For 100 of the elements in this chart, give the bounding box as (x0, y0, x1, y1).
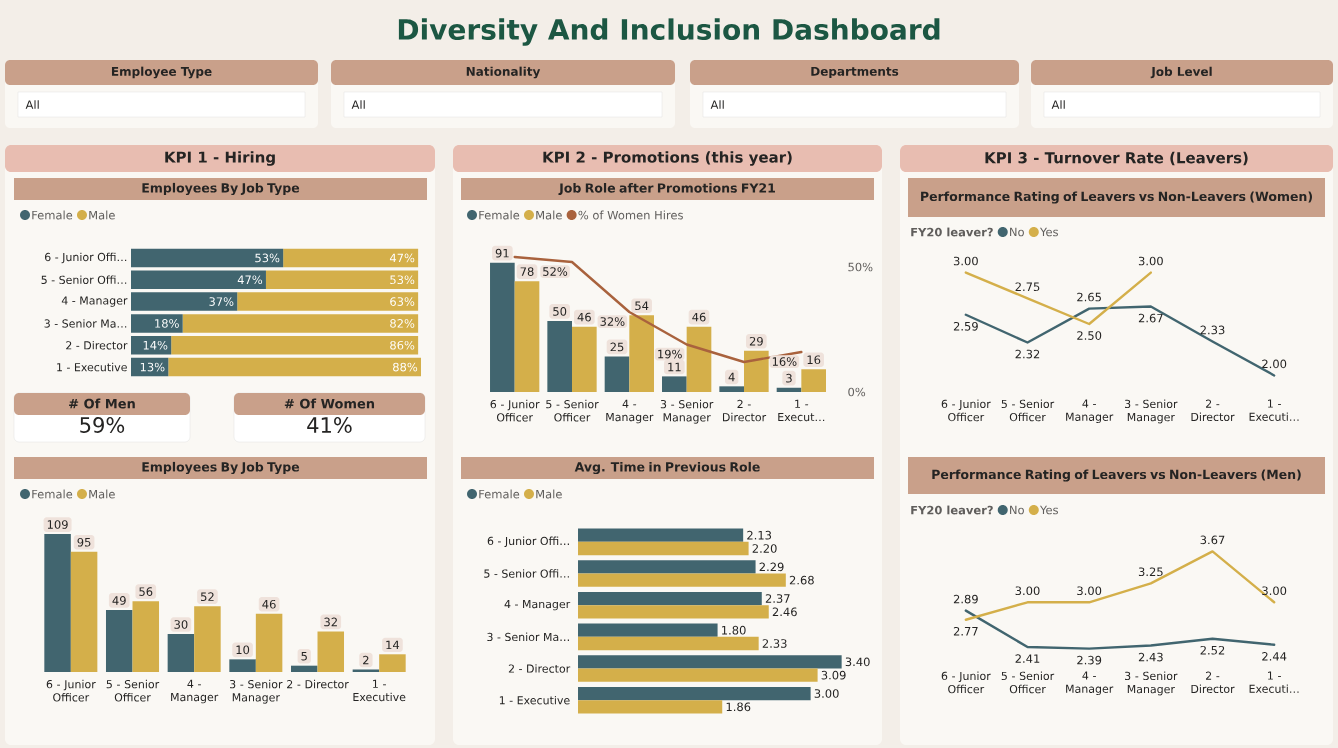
bar (578, 700, 723, 714)
data-label: 2.75 (1015, 282, 1040, 292)
data-label: 63% (390, 297, 415, 306)
text: All (1051, 100, 1065, 109)
text: KPI 3 - Turnover Rate (Leavers) (985, 151, 1248, 166)
legend-label: Male (536, 489, 562, 499)
data-label: 2.50 (1077, 331, 1102, 340)
bar (578, 560, 756, 574)
data-label: 3.00 (1138, 256, 1163, 266)
x-tick-label: 1 - Executive (353, 679, 406, 702)
data-label: 2.33 (762, 639, 787, 648)
legend-label: No (1010, 227, 1024, 237)
y-tick-label: 6 - Junior Offi… (487, 536, 569, 548)
data-label: 30 (174, 620, 188, 629)
data-label: 3.40 (845, 657, 870, 667)
text: Nationality (466, 66, 541, 79)
data-label: 29 (749, 336, 763, 346)
data-label: 50 (553, 307, 567, 316)
data-label: 2.00 (1262, 359, 1287, 369)
text: Employee Type (111, 66, 212, 79)
data-label: 53% (390, 275, 415, 285)
legend-label: Female (479, 210, 520, 220)
legend-title: FY20 leaver? (911, 505, 993, 515)
legend-label: Male (536, 210, 562, 220)
data-label: 2.44 (1262, 651, 1287, 661)
data-label: 3.00 (1077, 586, 1102, 596)
data-label: 2.20 (752, 544, 777, 553)
data-label: 95 (77, 537, 91, 547)
x-tick-label: 3 - Senior Manager (660, 399, 714, 424)
x-tick-label: 5 - Senior Officer (546, 399, 599, 422)
data-label: 32 (324, 617, 337, 627)
data-label: 2.59 (953, 321, 978, 331)
data-label: 2.46 (772, 607, 797, 617)
legend-label: % of Women Hires (578, 210, 683, 220)
data-label: 3.00 (1262, 586, 1287, 596)
data-label: 2.37 (765, 594, 790, 603)
data-label: 2.43 (1138, 652, 1163, 662)
x-tick-label: 2 - Director (722, 399, 767, 422)
data-label: 2 (363, 655, 369, 665)
text: # Of Men (69, 398, 135, 409)
x-tick-label: 1 - Executi… (1249, 671, 1299, 693)
data-label: 52 (201, 592, 214, 601)
bar (578, 605, 769, 619)
bar (131, 248, 284, 268)
data-label: 3 (786, 373, 792, 383)
bar (578, 655, 842, 669)
data-label: 86% (390, 340, 415, 350)
data-label: 78 (520, 267, 534, 276)
text: KPI 1 - Hiring (165, 151, 275, 166)
y-tick-label: 2 - Director (66, 341, 128, 350)
legend-title: FY20 leaver? (911, 227, 993, 237)
legend-label: Female (32, 489, 73, 499)
data-label: 2.33 (1200, 325, 1225, 335)
bar (578, 668, 818, 682)
x-tick-label: 6 - Junior Officer (490, 399, 540, 422)
x-tick-label: 5 - Senior Officer (1001, 399, 1055, 422)
x-tick-label: 4 - Manager (171, 679, 219, 704)
bar (578, 573, 786, 587)
chart-title: Employees By Job Type (142, 182, 300, 196)
text: KPI 2 - Promotions (this year) (543, 151, 792, 166)
data-label: 32% (600, 317, 625, 326)
data-label: 82% (390, 319, 415, 328)
x-tick-label: 6 - Junior Officer (46, 679, 96, 702)
y-tick-label: 2 - Director (508, 664, 571, 673)
bar (131, 314, 183, 333)
bar (168, 357, 421, 377)
data-label: 3.25 (1138, 567, 1163, 577)
data-label: 4 (728, 372, 735, 382)
data-label: 46 (577, 312, 591, 322)
x-tick-label: 3 - Senior Manager (1125, 399, 1178, 424)
text: Diversity And Inclusion Dashboard (398, 18, 940, 46)
legend-label: Yes (1039, 227, 1058, 237)
data-label: 109 (47, 520, 68, 529)
x-tick-label: 2 - Director (1191, 399, 1235, 422)
data-label: 16 (807, 355, 821, 365)
x-tick-label: 6 - Junior Officer (941, 671, 991, 694)
x-tick-label: 2 - Director (287, 679, 349, 689)
data-label: 2.68 (789, 575, 814, 585)
data-label: 2.39 (1077, 655, 1102, 665)
data-label: 1.80 (722, 625, 746, 635)
legend-label: No (1010, 505, 1024, 515)
data-label: 3.09 (821, 670, 846, 680)
bar (578, 541, 749, 556)
text: # Of Women (284, 398, 375, 409)
data-label: 56 (139, 587, 153, 596)
x-tick-label: 1 - Execut… (778, 399, 825, 422)
x-tick-label: 5 - Senior Officer (106, 679, 160, 702)
y2-tick-label: 0% (848, 387, 866, 397)
chart-title: Performance Rating of Leavers vs Non-Leavers (Women) (921, 191, 1312, 204)
y-tick-label: 5 - Senior Offi… (41, 275, 127, 285)
data-label: 3.00 (1015, 586, 1040, 596)
bar (352, 669, 380, 673)
bar (578, 623, 718, 637)
y-tick-label: 3 - Senior Ma… (487, 632, 569, 642)
data-label: 1.86 (726, 702, 751, 712)
data-label: 53% (255, 253, 280, 263)
y2-tick-label: 50% (848, 262, 873, 272)
bar (237, 292, 419, 311)
bar (578, 528, 744, 542)
chart-title: Avg. Time in Previous Role (574, 461, 760, 475)
